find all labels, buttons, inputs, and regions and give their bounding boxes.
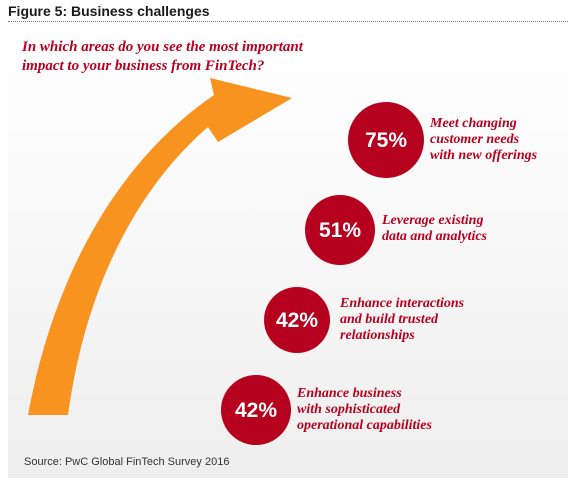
category-label-line: and build trusted: [340, 312, 439, 327]
category-label-line: Enhance business: [297, 386, 402, 401]
category-label-line: operational capabilities: [297, 418, 432, 433]
value-label: 75%: [365, 129, 407, 152]
category-label-line: with sophisticated: [297, 402, 401, 417]
category-label-line: with new offerings: [430, 148, 538, 163]
category-label: Enhance business with sophisticated operat…: [297, 386, 497, 434]
category-label-line: relationships: [340, 328, 415, 343]
title-divider: [8, 21, 568, 22]
source-note: Source: PwC Global FinTech Survey 2016: [24, 456, 230, 468]
growth-arrow: [28, 78, 292, 415]
value-bubble: [305, 195, 375, 265]
value-bubble: [221, 375, 291, 445]
bubbles-group: 75% 51% 42% 42%: [221, 102, 424, 445]
category-label-line: Meet changing: [430, 116, 517, 131]
category-label: Leverage existing data and analytics: [382, 213, 575, 245]
category-label-line: data and analytics: [382, 229, 488, 244]
value-label: 51%: [319, 219, 361, 242]
category-label-line: Enhance interactions: [340, 296, 465, 311]
value-bubble: [264, 287, 330, 353]
figure-title: Figure 5: Business challenges: [8, 3, 210, 19]
category-label-line: customer needs: [430, 132, 520, 147]
category-label: Enhance interactions and build trusted rel…: [340, 296, 540, 344]
value-label: 42%: [235, 399, 277, 422]
value-label: 42%: [276, 309, 318, 332]
value-bubble: [348, 102, 424, 178]
category-label: Meet changing customer needs with new offe…: [430, 116, 575, 164]
survey-question: In which areas do you see the most impor…: [22, 39, 303, 74]
category-label-line: Leverage existing: [382, 213, 484, 228]
